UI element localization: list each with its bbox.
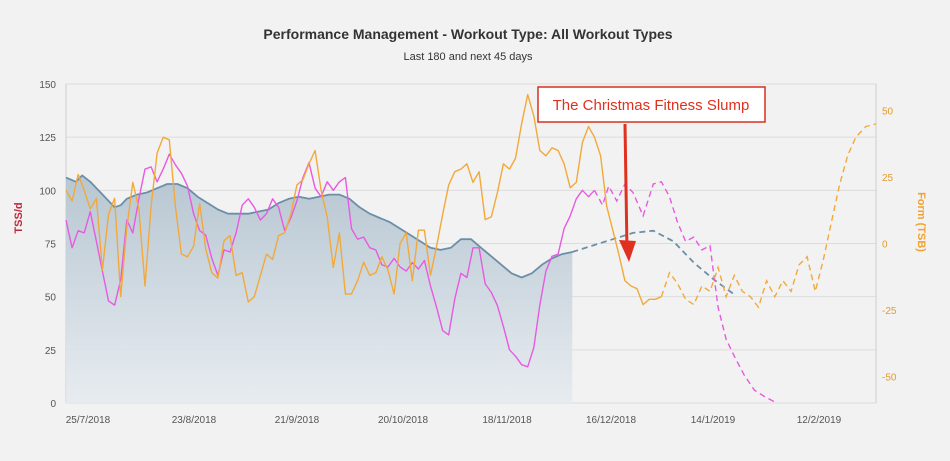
y-tick-left-label: 25: [45, 346, 57, 357]
annotation-arrow-head: [619, 240, 636, 262]
y-axis-left-label: TSS/d: [13, 202, 25, 233]
x-tick-label: 25/7/2018: [66, 415, 111, 426]
x-tick-label: 20/10/2018: [378, 415, 428, 426]
series-forecast-ctl: [572, 229, 735, 296]
annotation-arrow-line: [623, 123, 629, 251]
x-tick-label: 23/8/2018: [172, 415, 217, 426]
series-line-ctl: [65, 174, 573, 279]
y-tick-left-label: 125: [39, 133, 56, 144]
annotation-box: [537, 86, 766, 123]
x-tick-label: 18/11/2018: [482, 415, 532, 426]
x-tick-label: 21/9/2018: [275, 415, 320, 426]
series-forecast-atl: [593, 180, 778, 404]
series-lines: [65, 93, 877, 404]
y-axis-right-ticks: -50 -25 0 25 50: [882, 107, 897, 384]
x-tick-label: 16/12/2018: [586, 415, 636, 426]
y-axis-right-label: Form (TSB): [915, 192, 927, 252]
y-tick-right-label: 50: [882, 107, 894, 118]
x-tick-label: 14/1/2019: [691, 415, 736, 426]
y-tick-right-label: -25: [882, 306, 897, 317]
ctl-area-fill: [66, 175, 573, 403]
series-line-tsb: [65, 93, 662, 306]
fitness-area: [66, 175, 573, 403]
y-tick-left-label: 150: [39, 80, 56, 91]
x-tick-label: 12/2/2019: [797, 415, 842, 426]
y-tick-right-label: -50: [882, 372, 897, 383]
annotation: The Christmas Fitness Slump: [537, 86, 766, 262]
y-tick-right-label: 25: [882, 173, 894, 184]
y-axis-left-ticks: 0 25 50 75 100 125 150: [39, 80, 56, 410]
series-forecast-tsb: [660, 123, 877, 309]
chart-title: Performance Management - Workout Type: A…: [263, 26, 672, 42]
y-tick-right-label: 0: [882, 240, 888, 251]
x-axis-ticks: 25/7/2018 23/8/2018 21/9/2018 20/10/2018 18/…: [66, 415, 842, 426]
chart-subtitle: Last 180 and next 45 days: [403, 51, 533, 63]
y-tick-left-label: 75: [45, 240, 57, 251]
annotation-text: The Christmas Fitness Slump: [553, 97, 750, 114]
y-tick-left-label: 0: [50, 399, 56, 410]
y-tick-left-label: 100: [39, 186, 56, 197]
y-tick-left-label: 50: [45, 293, 57, 304]
